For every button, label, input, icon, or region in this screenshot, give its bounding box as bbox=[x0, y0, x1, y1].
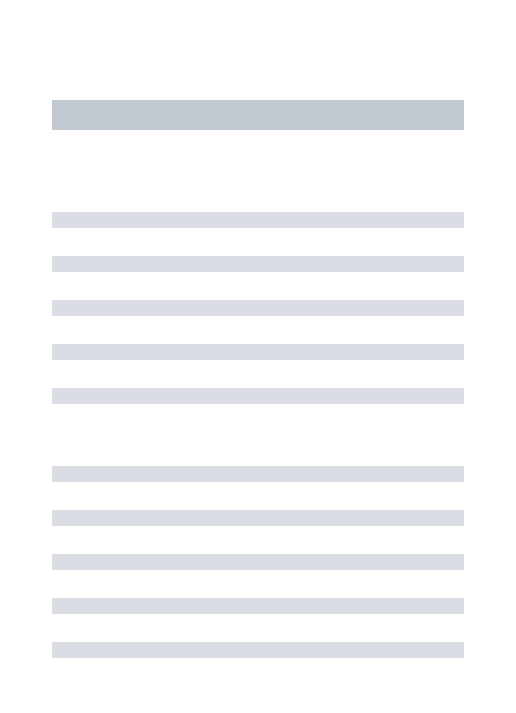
text-line-placeholder bbox=[52, 642, 464, 658]
paragraph-block-2 bbox=[52, 466, 464, 658]
paragraph-block-1 bbox=[52, 212, 464, 404]
text-line-placeholder bbox=[52, 598, 464, 614]
skeleton-loader bbox=[0, 0, 516, 710]
text-line-placeholder bbox=[52, 388, 464, 404]
text-line-placeholder bbox=[52, 510, 464, 526]
heading-placeholder bbox=[52, 100, 464, 130]
text-line-placeholder bbox=[52, 466, 464, 482]
text-line-placeholder bbox=[52, 212, 464, 228]
text-line-placeholder bbox=[52, 256, 464, 272]
text-line-placeholder bbox=[52, 344, 464, 360]
text-line-placeholder bbox=[52, 300, 464, 316]
text-line-placeholder bbox=[52, 554, 464, 570]
